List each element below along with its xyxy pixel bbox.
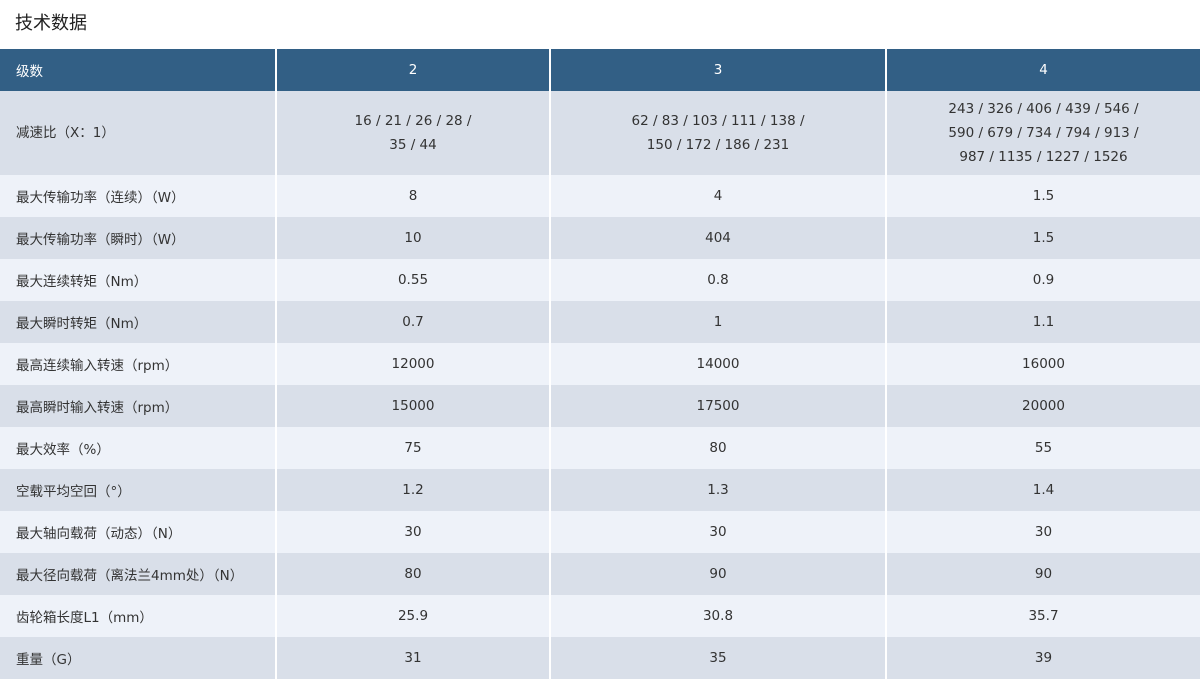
value-cell: 30.8 xyxy=(549,595,886,637)
value-cell: 1.4 xyxy=(885,469,1200,511)
ratio-line: 987 / 1135 / 1227 / 1526 xyxy=(959,149,1128,165)
value-cell: 90 xyxy=(885,553,1200,595)
value-cell: 0.55 xyxy=(275,259,550,301)
table-row: 最大传输功率（瞬时）（W） 10 404 1.5 xyxy=(0,217,1200,259)
table-row: 最大连续转矩（Nm） 0.55 0.8 0.9 xyxy=(0,259,1200,301)
value-cell: 39 xyxy=(885,637,1200,679)
value-cell: 8 xyxy=(275,175,550,217)
header-cell: 4 xyxy=(885,49,1200,91)
value-cell: 10 xyxy=(275,217,550,259)
table-row: 最大效率（%） 75 80 55 xyxy=(0,427,1200,469)
row-label: 最高连续输入转速（rpm） xyxy=(0,343,276,385)
table-header-row: 级数 2 3 4 xyxy=(0,49,1200,91)
table-row: 最大径向载荷（离法兰4mm处）（N） 80 90 90 xyxy=(0,553,1200,595)
ratio-line: 150 / 172 / 186 / 231 xyxy=(646,137,790,153)
row-label: 最大径向载荷（离法兰4mm处）（N） xyxy=(0,553,276,595)
table-row: 空载平均空回（°） 1.2 1.3 1.4 xyxy=(0,469,1200,511)
value-cell: 55 xyxy=(885,427,1200,469)
ratio-line: 243 / 326 / 406 / 439 / 546 / xyxy=(948,101,1139,117)
row-label: 齿轮箱长度L1（mm） xyxy=(0,595,276,637)
value-cell: 80 xyxy=(549,427,886,469)
ratio-line: 62 / 83 / 103 / 111 / 138 / xyxy=(631,113,805,129)
value-cell: 30 xyxy=(885,511,1200,553)
table-row-ratio: 减速比（X：1） 16 / 21 / 26 / 28 / 35 / 44 62 /… xyxy=(0,91,1200,175)
table-row: 最大传输功率（连续）（W） 8 4 1.5 xyxy=(0,175,1200,217)
value-cell: 17500 xyxy=(549,385,886,427)
row-label: 最大瞬时转矩（Nm） xyxy=(0,301,276,343)
header-cell: 级数 xyxy=(0,49,276,91)
tech-data-table: 级数 2 3 4 减速比（X：1） 16 / 21 / 26 / 28 / 35 … xyxy=(0,49,1200,679)
value-cell: 4 xyxy=(549,175,886,217)
table-row: 最高连续输入转速（rpm） 12000 14000 16000 xyxy=(0,343,1200,385)
table-row: 重量（G） 31 35 39 xyxy=(0,637,1200,679)
value-cell: 75 xyxy=(275,427,550,469)
ratio-line: 590 / 679 / 734 / 794 / 913 / xyxy=(948,125,1139,141)
row-label: 重量（G） xyxy=(0,637,276,679)
ratio-line: 16 / 21 / 26 / 28 / xyxy=(354,113,472,129)
value-cell: 1.2 xyxy=(275,469,550,511)
row-label: 最大传输功率（连续）（W） xyxy=(0,175,276,217)
row-label: 空载平均空回（°） xyxy=(0,469,276,511)
row-label: 减速比（X：1） xyxy=(0,91,276,175)
value-cell: 16000 xyxy=(885,343,1200,385)
table-row: 最大瞬时转矩（Nm） 0.7 1 1.1 xyxy=(0,301,1200,343)
table-row: 最大轴向载荷（动态）（N） 30 30 30 xyxy=(0,511,1200,553)
row-label: 最大连续转矩（Nm） xyxy=(0,259,276,301)
value-cell: 25.9 xyxy=(275,595,550,637)
ratio-cell: 243 / 326 / 406 / 439 / 546 / 590 / 679 /… xyxy=(885,91,1200,175)
value-cell: 80 xyxy=(275,553,550,595)
row-label: 最大轴向载荷（动态）（N） xyxy=(0,511,276,553)
value-cell: 1 xyxy=(549,301,886,343)
value-cell: 1.5 xyxy=(885,175,1200,217)
table-row: 齿轮箱长度L1（mm） 25.9 30.8 35.7 xyxy=(0,595,1200,637)
row-label: 最大效率（%） xyxy=(0,427,276,469)
value-cell: 90 xyxy=(549,553,886,595)
value-cell: 1.5 xyxy=(885,217,1200,259)
value-cell: 35.7 xyxy=(885,595,1200,637)
table-row: 最高瞬时输入转速（rpm） 15000 17500 20000 xyxy=(0,385,1200,427)
value-cell: 0.9 xyxy=(885,259,1200,301)
page-title: 技术数据 xyxy=(15,13,87,34)
value-cell: 1.1 xyxy=(885,301,1200,343)
value-cell: 0.7 xyxy=(275,301,550,343)
ratio-line: 35 / 44 xyxy=(389,137,437,153)
value-cell: 404 xyxy=(549,217,886,259)
value-cell: 15000 xyxy=(275,385,550,427)
value-cell: 14000 xyxy=(549,343,886,385)
value-cell: 1.3 xyxy=(549,469,886,511)
row-label: 最高瞬时输入转速（rpm） xyxy=(0,385,276,427)
value-cell: 20000 xyxy=(885,385,1200,427)
row-label: 最大传输功率（瞬时）（W） xyxy=(0,217,276,259)
value-cell: 30 xyxy=(549,511,886,553)
header-cell: 2 xyxy=(275,49,550,91)
ratio-cell: 62 / 83 / 103 / 111 / 138 / 150 / 172 / 1… xyxy=(549,91,886,175)
ratio-cell: 16 / 21 / 26 / 28 / 35 / 44 xyxy=(275,91,550,175)
value-cell: 0.8 xyxy=(549,259,886,301)
value-cell: 31 xyxy=(275,637,550,679)
value-cell: 30 xyxy=(275,511,550,553)
header-cell: 3 xyxy=(549,49,886,91)
value-cell: 12000 xyxy=(275,343,550,385)
value-cell: 35 xyxy=(549,637,886,679)
